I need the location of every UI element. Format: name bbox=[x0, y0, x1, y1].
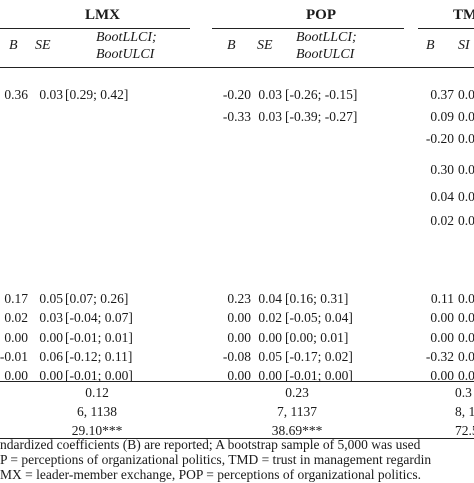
cell-lmx-ci: [0.07; 0.26] bbox=[65, 291, 129, 306]
cell-tm-b: -0.32 bbox=[425, 349, 454, 364]
cell-lmx-se: 0.03 bbox=[39, 310, 63, 325]
cell-lmx-b: 0.36 bbox=[4, 87, 28, 102]
cell-pop-se: 0.05 bbox=[258, 349, 282, 364]
cell-pop-ci: [-0.39; -0.27] bbox=[285, 109, 358, 124]
cell-lmx-b: -0.01 bbox=[0, 349, 28, 364]
cell-lmx-ci: [0.29; 0.42] bbox=[65, 87, 129, 102]
cell-tm-se: 0.0 bbox=[458, 310, 474, 325]
cell-tm-b: -0.20 bbox=[425, 131, 454, 146]
cell-pop-b: -0.08 bbox=[222, 349, 251, 364]
cell-pop-ci: [-0.26; -0.15] bbox=[285, 87, 358, 102]
cell-pop-ci: [-0.01; 0.00] bbox=[285, 368, 353, 383]
pop-col-se: SE bbox=[257, 38, 273, 53]
cell-pop-b: 0.00 bbox=[227, 330, 251, 345]
cell-tm-b: 0.00 bbox=[430, 310, 454, 325]
cell-pop-se: 0.03 bbox=[258, 109, 282, 124]
cell-lmx-b: 0.00 bbox=[4, 368, 28, 383]
cell-tm-se: 0.0 bbox=[458, 291, 474, 306]
cell-pop-ci: [0.00; 0.01] bbox=[285, 330, 349, 345]
summary-lmx: 6, 1138 bbox=[77, 404, 117, 419]
cell-tm-b: 0.30 bbox=[430, 162, 454, 177]
summary-lmx: 0.12 bbox=[85, 385, 109, 400]
summary-tm: 72.5( bbox=[455, 423, 474, 438]
summary-pop: 38.69*** bbox=[271, 423, 323, 438]
cell-tm-se: 0.0 bbox=[458, 109, 474, 124]
pop-col-bootulci: BootULCI bbox=[296, 47, 355, 62]
cell-pop-se: 0.00 bbox=[258, 330, 282, 345]
cell-lmx-ci: [-0.01; 0.01] bbox=[65, 330, 133, 345]
cell-lmx-b: 0.02 bbox=[4, 310, 28, 325]
summary-pop: 7, 1137 bbox=[277, 404, 317, 419]
cell-tm-b: 0.37 bbox=[430, 87, 454, 102]
lmx-header: LMX bbox=[85, 7, 120, 23]
cell-pop-ci: [-0.17; 0.02] bbox=[285, 349, 353, 364]
cell-pop-b: 0.00 bbox=[227, 368, 251, 383]
summary-pop: 0.23 bbox=[285, 385, 309, 400]
pop-header-rule bbox=[212, 28, 404, 29]
lmx-col-se: SE bbox=[35, 38, 51, 53]
cell-tm-b: 0.04 bbox=[430, 189, 454, 204]
lmx-header-rule bbox=[0, 28, 190, 29]
lmx-col-b: B bbox=[9, 38, 18, 53]
cell-pop-ci: [-0.05; 0.04] bbox=[285, 310, 353, 325]
cell-tm-se: 0.0 bbox=[458, 162, 474, 177]
summary-tm: 8, 1 bbox=[455, 404, 474, 419]
cell-lmx-se: 0.03 bbox=[39, 87, 63, 102]
cell-lmx-ci: [-0.12; 0.11] bbox=[65, 349, 133, 364]
cell-pop-se: 0.03 bbox=[258, 87, 282, 102]
cell-lmx-b: 0.17 bbox=[4, 291, 28, 306]
cell-tm-b: 0.00 bbox=[430, 330, 454, 345]
pop-col-b: B bbox=[227, 38, 236, 53]
tm-header: TM bbox=[453, 7, 474, 23]
cell-tm-se: 0.0 bbox=[458, 189, 474, 204]
cell-lmx-b: 0.00 bbox=[4, 330, 28, 345]
tm-header-rule bbox=[418, 28, 474, 29]
cell-lmx-se: 0.05 bbox=[39, 291, 63, 306]
cell-tm-se: 0.0 bbox=[458, 87, 474, 102]
table-bottom-rule bbox=[0, 438, 474, 439]
cell-pop-b: -0.33 bbox=[222, 109, 251, 124]
lmx-col-bootllci: BootLLCI; bbox=[96, 30, 157, 45]
tm-col-se: SI bbox=[458, 38, 470, 53]
cell-pop-se: 0.02 bbox=[258, 310, 282, 325]
pop-col-bootllci: BootLLCI; bbox=[296, 30, 357, 45]
cell-lmx-ci: [-0.01; 0.00] bbox=[65, 368, 133, 383]
pop-header: POP bbox=[306, 7, 336, 23]
cell-lmx-se: 0.00 bbox=[39, 368, 63, 383]
summary-top-rule bbox=[0, 381, 474, 382]
cell-pop-se: 0.00 bbox=[258, 368, 282, 383]
cell-pop-b: 0.00 bbox=[227, 310, 251, 325]
cell-tm-se: 0.0 bbox=[458, 368, 474, 383]
cell-tm-b: 0.02 bbox=[430, 213, 454, 228]
cell-tm-b: 0.00 bbox=[430, 368, 454, 383]
cell-pop-b: 0.23 bbox=[227, 291, 251, 306]
footnote-3: MX = leader-member exchange, POP = perce… bbox=[0, 467, 421, 482]
cell-tm-b: 0.09 bbox=[430, 109, 454, 124]
tm-col-b: B bbox=[426, 38, 435, 53]
cell-tm-se: 0.0 bbox=[458, 131, 474, 146]
summary-lmx: 29.10*** bbox=[71, 423, 123, 438]
cell-lmx-se: 0.06 bbox=[39, 349, 63, 364]
cell-pop-b: -0.20 bbox=[222, 87, 251, 102]
footnote-2: P = perceptions of organizational politi… bbox=[0, 452, 432, 467]
subheader-rule bbox=[0, 67, 474, 68]
footnote-1: ndardized coefficients (B) are reported;… bbox=[0, 437, 421, 452]
cell-pop-se: 0.04 bbox=[258, 291, 282, 306]
cell-tm-se: 0.0 bbox=[458, 330, 474, 345]
cell-lmx-se: 0.00 bbox=[39, 330, 63, 345]
cell-lmx-ci: [-0.04; 0.07] bbox=[65, 310, 133, 325]
cell-tm-se: 0.0 bbox=[458, 349, 474, 364]
cell-pop-ci: [0.16; 0.31] bbox=[285, 291, 349, 306]
lmx-col-bootulci: BootULCI bbox=[96, 47, 155, 62]
cell-tm-b: 0.11 bbox=[430, 291, 454, 306]
cell-tm-se: 0.0 bbox=[458, 213, 474, 228]
summary-tm: 0.3 bbox=[455, 385, 472, 400]
